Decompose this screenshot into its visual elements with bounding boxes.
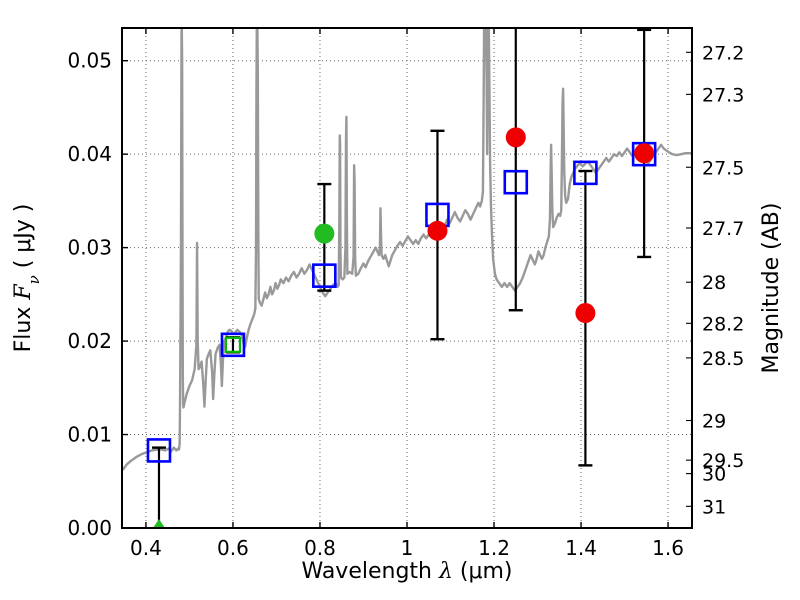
- model-square-marker: [312, 263, 337, 288]
- x-tick-label: 1.2: [478, 536, 510, 560]
- y-right-tick-label: 27.3: [702, 84, 744, 106]
- error-bar-4: [508, 28, 523, 312]
- model-square-marker: [503, 169, 529, 195]
- y-right-tick-label: 27.5: [702, 157, 744, 179]
- model-square-marker: [146, 438, 172, 463]
- y-right-tick-label: 31: [702, 496, 726, 518]
- y-right-tick-label: 29: [702, 411, 726, 433]
- axis-titles: Wavelength λ (μm) Flux Fν ( μJy ) Magnitud…: [11, 203, 784, 584]
- y-right-tick-label: 28.5: [702, 348, 744, 370]
- x-tick-label: 0.8: [304, 536, 336, 560]
- y-right-tick-label: 28.2: [702, 313, 744, 335]
- y-left-axis-title: Flux Fν ( μJy ): [11, 204, 43, 353]
- error-bar-1: [225, 336, 240, 354]
- model-spectrum-curve: [122, 28, 692, 471]
- axis-tick-marks: [122, 28, 692, 529]
- red-circle-marker: [575, 303, 596, 324]
- model-square-marker: [573, 160, 598, 186]
- y-left-tick-label: 0.03: [67, 236, 112, 260]
- y-right-tick-label: 28: [702, 272, 726, 294]
- error-bar-0: [151, 446, 166, 528]
- y-right-tick-label: 30: [702, 464, 726, 486]
- spectrum-path: [122, 28, 692, 471]
- x-axis-title: Wavelength λ (μm): [301, 559, 512, 584]
- red-circle-marker: [634, 143, 655, 164]
- red-circle-marker: [505, 127, 526, 148]
- red-circle-marker: [427, 220, 448, 241]
- y-right-axis-title: Magnitude (AB): [759, 203, 784, 374]
- x-tick-label: 1.4: [565, 536, 597, 560]
- error-bars: [151, 28, 652, 528]
- model-square-marker: [220, 332, 246, 358]
- y-right-tick-label: 29.5: [702, 450, 744, 472]
- green-square-marker: [224, 336, 242, 353]
- y-right-tick-label: 27.7: [702, 218, 744, 240]
- y-left-tick-label: 0.04: [67, 142, 112, 166]
- x-tick-label: 1.6: [652, 536, 684, 560]
- axis-tick-labels: 0.4 0.6 0.8 1 1.2 1.4 1.6 0.00 0.01 0.02 0.03 0.04 0…: [67, 42, 744, 560]
- grid-lines: [122, 28, 692, 528]
- green-circle-marker: [314, 223, 335, 244]
- green-upper-limit-marker: [152, 519, 165, 528]
- y-right-tick-label: 27.2: [702, 42, 744, 64]
- model-square-marker: [631, 141, 657, 167]
- y-left-tick-label: 0.02: [67, 329, 112, 353]
- data-point-markers: [146, 127, 657, 528]
- x-tick-label: 0.6: [217, 536, 249, 560]
- x-tick-label: 1: [401, 536, 414, 560]
- y-left-tick-label: 0.00: [67, 516, 112, 540]
- x-tick-label: 0.4: [130, 536, 162, 560]
- y-left-tick-label: 0.01: [67, 423, 112, 447]
- y-left-tick-label: 0.05: [67, 49, 112, 73]
